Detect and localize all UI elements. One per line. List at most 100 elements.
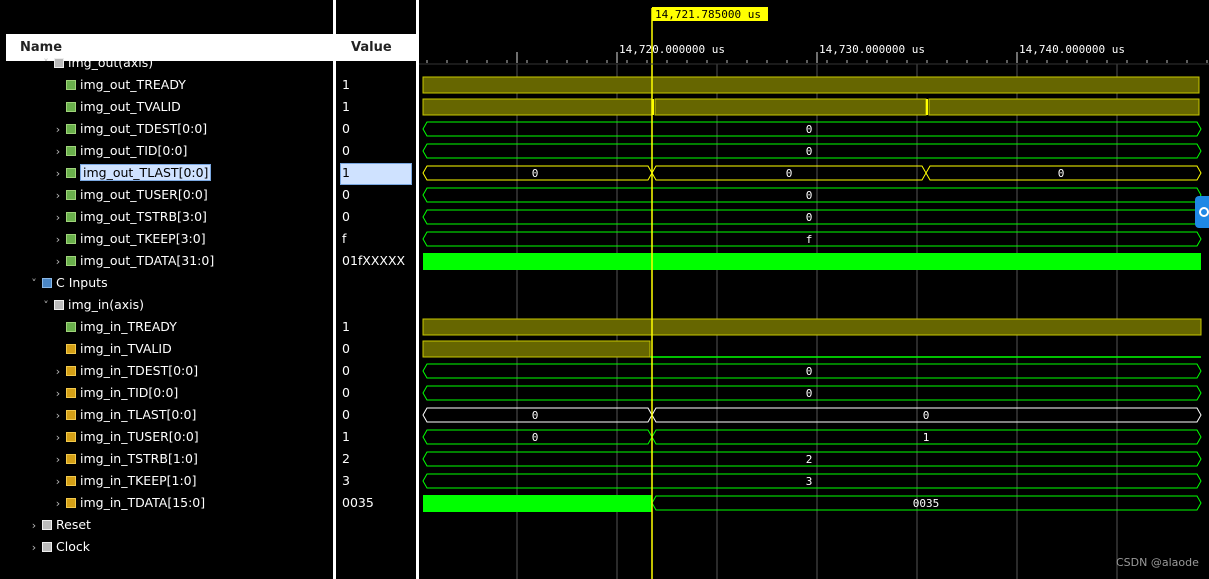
port-icon (42, 520, 52, 530)
bus-value-label: 3 (806, 475, 813, 488)
signal-row-name[interactable]: › img_in_TID[0:0] (0, 382, 179, 404)
chevron-right-icon[interactable]: › (55, 409, 61, 422)
chevron-right-icon[interactable]: › (55, 123, 61, 136)
chevron-right-icon[interactable]: › (55, 387, 61, 400)
value-panel: Value 1 1 0 0 1 0 0 f 01fXXXXX 1 0 0 0 0 1 2 3 0035 (336, 0, 416, 579)
chevron-right-icon[interactable]: › (55, 233, 61, 246)
signal-icon (66, 388, 76, 398)
signal-row-name[interactable]: › img_in_TLAST[0:0] (0, 404, 197, 426)
signal-row-name[interactable]: › img_in_TSTRB[1:0] (0, 448, 198, 470)
chevron-right-icon[interactable]: › (31, 519, 37, 532)
bus-segment (422, 121, 1202, 137)
signal-icon (66, 344, 76, 354)
signal-value: 1 (342, 77, 350, 92)
signal-row-name[interactable]: › img_in_TDEST[0:0] (0, 360, 198, 382)
signal-name: img_in_TKEEP[1:0] (80, 473, 197, 488)
chevron-right-icon[interactable]: › (55, 167, 61, 180)
bus-x-segment (423, 495, 652, 512)
signal-name: img_out_TSTRB[3:0] (80, 209, 207, 224)
signal-row-name[interactable]: › img_out_TKEEP[3:0] (0, 228, 206, 250)
signal-icon (66, 212, 76, 222)
signal-row-name[interactable]: › img_out_TDATA[31:0] (0, 250, 214, 272)
waveform-canvas[interactable]: 14,720.000000 us 14,730.000000 us 14,740.0… (419, 0, 1209, 579)
bus-segment (422, 363, 1202, 379)
bus-value-label: 1 (923, 431, 930, 444)
bus-value-label: 0 (923, 409, 930, 422)
chevron-down-icon[interactable]: ˅ (31, 277, 37, 290)
signal-row-name[interactable]: ˅ img_out(axis) (0, 52, 153, 74)
signal-value: 0 (342, 341, 350, 356)
bus-value-label: 0 (806, 189, 813, 202)
signal-row-name[interactable]: img_in_TVALID (0, 338, 172, 360)
signal-row-name[interactable]: img_in_TREADY (0, 316, 177, 338)
chevron-down-icon[interactable]: ˅ (43, 299, 49, 312)
signal-name: Reset (56, 517, 91, 532)
chevron-right-icon[interactable]: › (55, 365, 61, 378)
chevron-right-icon[interactable]: › (55, 475, 61, 488)
signal-row-name[interactable]: › img_in_TKEEP[1:0] (0, 470, 197, 492)
waveform-panel[interactable]: 14,720.000000 us 14,730.000000 us 14,740.0… (419, 0, 1209, 579)
signal-row-name[interactable]: ˅ C Inputs (0, 272, 108, 294)
signal-row-name[interactable]: › img_out_TLAST[0:0] (0, 162, 212, 184)
bus-value-label: 0035 (913, 497, 940, 510)
chevron-right-icon[interactable]: › (55, 431, 61, 444)
bus-value-label: 0 (806, 365, 813, 378)
signal-name: img_in_TID[0:0] (80, 385, 179, 400)
signal-row-name[interactable]: img_out_TVALID (0, 96, 181, 118)
signal-name: img_out_TLAST[0:0] (80, 164, 212, 181)
bus-segment (925, 165, 1202, 181)
chevron-right-icon[interactable]: › (55, 211, 61, 224)
signal-row-name[interactable]: › img_out_TDEST[0:0] (0, 118, 207, 140)
signal-row-name[interactable]: › img_out_TID[0:0] (0, 140, 188, 162)
signal-name: img_out_TUSER[0:0] (80, 187, 208, 202)
time-tick-label: 14,730.000000 us (819, 43, 925, 56)
bus-value-label: 0 (532, 167, 539, 180)
chevron-right-icon[interactable]: › (31, 541, 37, 554)
chevron-right-icon[interactable]: › (55, 453, 61, 466)
signal-icon (66, 410, 76, 420)
signal-value: 3 (342, 473, 350, 488)
signal-value: 0 (342, 187, 350, 202)
port-icon (42, 542, 52, 552)
signal-row-name[interactable]: img_out_TREADY (0, 74, 186, 96)
timeline-header (419, 0, 1209, 64)
bus-value-label: 0 (806, 211, 813, 224)
chevron-right-icon[interactable]: › (55, 497, 61, 510)
signal-row-name[interactable]: › Reset (0, 514, 91, 536)
signal-name: img_in_TDEST[0:0] (80, 363, 199, 378)
bus-segment (422, 451, 1202, 467)
signal-value: 1 (342, 429, 350, 444)
side-tab[interactable] (1195, 196, 1209, 228)
signal-value: 0 (342, 363, 350, 378)
signal-row-name[interactable]: › img_out_TSTRB[3:0] (0, 206, 207, 228)
chevron-right-icon[interactable]: › (55, 189, 61, 202)
signal-row-name[interactable]: ˅ img_in(axis) (0, 294, 144, 316)
bus-value-label: 0 (806, 145, 813, 158)
bus-value-label: 0 (1058, 167, 1065, 180)
signal-row-name[interactable]: › img_in_TUSER[0:0] (0, 426, 199, 448)
signal-name: img_in(axis) (68, 297, 145, 312)
signal-icon (66, 168, 76, 178)
bus-segment (422, 385, 1202, 401)
chevron-down-icon[interactable]: ˅ (43, 57, 49, 70)
signal-row-name[interactable]: › Clock (0, 536, 90, 558)
signal-name: img_out_TKEEP[3:0] (80, 231, 206, 246)
bit-high-segment (422, 76, 1200, 94)
signal-value: 0 (342, 385, 350, 400)
value-column-header[interactable]: Value (336, 34, 416, 61)
bus-value-label: 0 (806, 123, 813, 136)
signal-name: C Inputs (56, 275, 108, 290)
signal-name: img_out(axis) (68, 55, 154, 70)
chevron-right-icon[interactable]: › (55, 255, 61, 268)
selected-value-highlight (340, 163, 412, 185)
name-column-header[interactable]: Name (6, 34, 333, 61)
bus-value-label: 0 (786, 167, 793, 180)
name-header-label: Name (20, 40, 63, 55)
signal-icon (66, 124, 76, 134)
chevron-right-icon[interactable]: › (55, 145, 61, 158)
signal-row-name[interactable]: › img_out_TUSER[0:0] (0, 184, 208, 206)
signal-row-name[interactable]: › img_in_TDATA[15:0] (0, 492, 205, 514)
bit-high-segment (422, 318, 1202, 336)
bus-value-label: 2 (806, 453, 813, 466)
group-icon (42, 278, 52, 288)
